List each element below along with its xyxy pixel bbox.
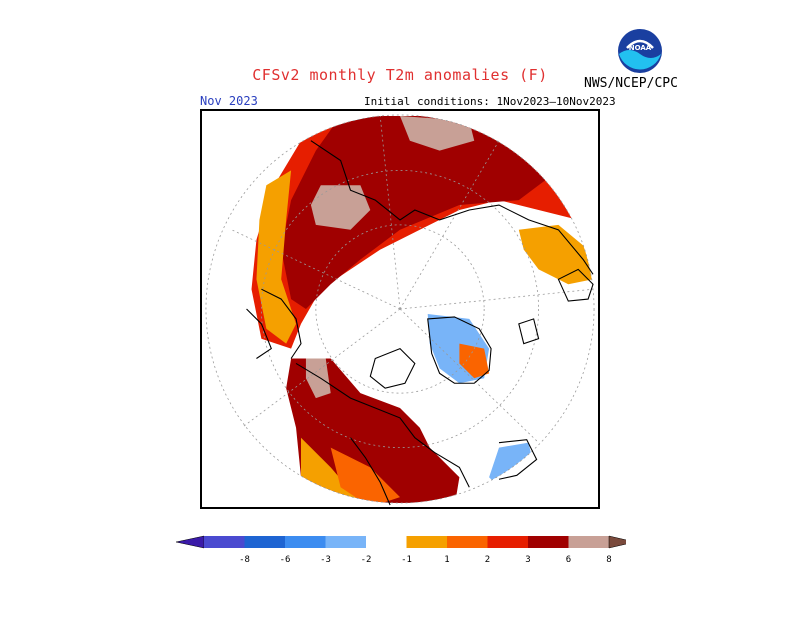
agency-label: NWS/NCEP/CPC [584,76,678,91]
anomaly-region-europe-warm [518,224,594,285]
legend-tick-label: -2 [361,555,372,565]
legend-swatch-5 [406,536,447,548]
noaa-logo: NOAA [618,29,662,73]
initial-conditions-label: Initial conditions: 1Nov2023–10Nov2023 [364,95,616,108]
anomaly-region-atlantic-cool [489,442,534,488]
polar-map-svg [205,114,595,506]
anomaly-region-greenland-warm [459,343,490,379]
legend-tick-label: -1 [401,555,412,565]
logo-text: NOAA [629,44,652,52]
legend-swatch-1 [244,536,285,548]
legend-swatch-6 [447,536,488,548]
anomaly-region-warm-margin [256,170,297,344]
legend-tick-label: 3 [525,555,530,565]
anomaly-region-na-orange [330,447,400,504]
legend-tick-label: 1 [444,555,449,565]
map-title: CFSv2 monthly T2m anomalies (F) [252,66,548,84]
anomaly-region-siberia-peak [310,185,371,230]
legend-tick-label: -3 [320,555,331,565]
legend-tick-label: 8 [606,555,611,565]
legend-arrow-low [175,535,205,549]
anomaly-region-na-peak [305,358,331,399]
legend-tick-label: 6 [566,555,571,565]
legend-swatch-0 [204,536,245,548]
legend-swatch-3 [325,536,366,548]
legend-tick-label: 2 [485,555,490,565]
legend-swatch-7 [487,536,528,548]
forecast-month-label: Nov 2023 [200,94,258,108]
legend-swatch-9 [568,536,609,548]
legend-tick-label: -6 [280,555,291,565]
anomaly-map [200,109,600,509]
legend-colorbar: -8 -6 -3 -2 -1 1 2 3 6 8 [175,535,626,565]
legend-swatch-2 [285,536,326,548]
legend-tick-label: -8 [239,555,250,565]
legend-swatch-8 [528,536,569,548]
legend-arrow-high [608,535,626,549]
legend-swatch-4 [366,536,407,548]
anomaly-region-eurasia-peak [400,115,475,151]
